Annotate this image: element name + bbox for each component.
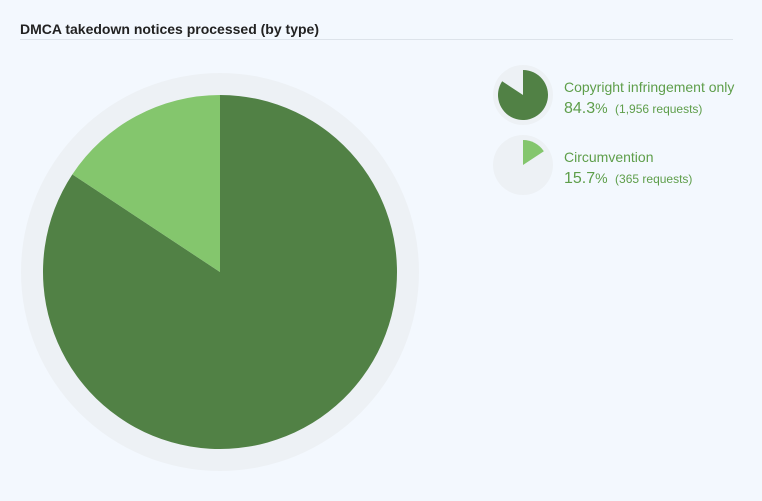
pie-slice-0 [43,95,397,449]
legend-percent-circumvention: 15.7 [564,170,596,187]
legend-mini-pie-slice-copyright [498,70,548,120]
legend-percent-sign-copyright: % [595,100,608,116]
legend-mini-pie-circumvention [493,135,553,195]
legend: Copyright infringement only 84.3% (1,956… [492,64,754,204]
legend-percent-copyright: 84.3 [564,100,596,117]
pie-slice-1 [72,95,220,272]
legend-label-copyright: Copyright infringement only [564,79,735,95]
legend-label-circumvention: Circumvention [564,149,654,165]
legend-mini-pie-copyright [493,65,553,125]
title-divider [20,39,733,40]
legend-item-circumvention: Circumvention 15.7% (365 requests) [492,134,754,196]
chart-title: DMCA takedown notices processed (by type… [20,21,319,37]
legend-count-copyright: (1,956 requests) [615,102,703,116]
legend-count-circumvention: (365 requests) [615,172,693,186]
legend-item-copyright-infringement: Copyright infringement only 84.3% (1,956… [492,64,754,126]
pie-slices [43,95,397,449]
legend-mini-pie-slice-circumvention [523,140,544,165]
legend-percent-sign-circumvention: % [595,170,608,186]
pie-chart [21,73,419,471]
